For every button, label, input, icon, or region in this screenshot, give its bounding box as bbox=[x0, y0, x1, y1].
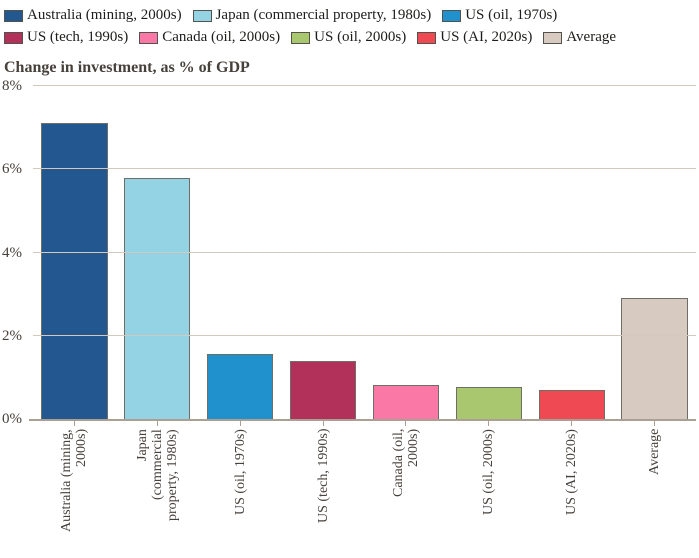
tick-slot bbox=[447, 420, 530, 426]
y-tick-label: 4% bbox=[2, 244, 22, 261]
legend-item-label: US (oil, 1970s) bbox=[465, 7, 558, 23]
legend-item-label: US (oil, 2000s) bbox=[314, 29, 407, 45]
x-axis-tick bbox=[73, 420, 75, 426]
x-tick-label: Average bbox=[647, 429, 663, 476]
x-axis-tick bbox=[405, 420, 407, 426]
x-axis-ticks bbox=[33, 420, 696, 426]
legend-item[interactable]: US (AI, 2020s) bbox=[417, 29, 532, 46]
y-tick-label: 0% bbox=[2, 411, 22, 427]
gridline bbox=[33, 251, 696, 253]
legend-swatch bbox=[417, 31, 437, 44]
tick-slot bbox=[199, 420, 282, 426]
bar[interactable] bbox=[455, 386, 522, 419]
bar-slot bbox=[199, 86, 282, 419]
legend-row: Australia (mining, 2000s) Japan (commerci… bbox=[4, 7, 695, 24]
x-axis-tick bbox=[239, 420, 241, 426]
tick-slot bbox=[530, 420, 613, 426]
legend-item[interactable]: US (oil, 2000s) bbox=[291, 29, 406, 46]
legend-item-label: Canada (oil, 2000s) bbox=[162, 29, 281, 45]
x-label-cell: Canada (oil, 2000s) bbox=[365, 429, 448, 555]
bars bbox=[33, 86, 696, 419]
bar-slot bbox=[116, 86, 199, 419]
legend-item-label: US (AI, 2020s) bbox=[440, 29, 533, 45]
x-tick-label: Australia (mining, 2000s) bbox=[59, 429, 90, 532]
x-label-cell: Average bbox=[613, 429, 696, 555]
bar-slot bbox=[365, 86, 448, 419]
legend-item[interactable]: Average bbox=[543, 29, 616, 46]
x-tick-label: US (AI, 2020s) bbox=[564, 429, 580, 515]
legend-item-label: Australia (mining, 2000s) bbox=[27, 7, 182, 23]
plot-area bbox=[29, 85, 696, 421]
bar-slot bbox=[613, 86, 696, 419]
x-tick-label: Japan (commercial property, 1980s) bbox=[134, 429, 180, 521]
legend-swatch bbox=[4, 9, 23, 22]
x-tick-label: US (oil, 2000s) bbox=[481, 429, 497, 515]
legend-swatch bbox=[192, 9, 212, 22]
legend-item-label: Japan (commercial property, 1980s) bbox=[215, 7, 432, 23]
legend-item[interactable]: Australia (mining, 2000s) bbox=[4, 7, 182, 24]
y-tick-label: 8% bbox=[2, 78, 22, 94]
tick-slot bbox=[33, 420, 116, 426]
legend-swatch bbox=[291, 31, 311, 44]
bar[interactable] bbox=[621, 298, 688, 419]
x-label-cell: US (tech, 1990s) bbox=[282, 429, 365, 555]
bar[interactable] bbox=[124, 177, 191, 419]
legend-item[interactable]: Canada (oil, 2000s) bbox=[139, 29, 280, 46]
bar[interactable] bbox=[372, 384, 440, 419]
bar[interactable] bbox=[41, 123, 108, 419]
x-tick-label: US (oil, 1970s) bbox=[232, 429, 248, 515]
chart-title: Change in investment, as % of GDP bbox=[4, 59, 250, 76]
x-label-cell: US (oil, 2000s) bbox=[447, 429, 530, 555]
bar[interactable] bbox=[289, 360, 357, 419]
x-axis-tick bbox=[156, 420, 158, 426]
x-axis-tick bbox=[571, 420, 573, 426]
legend-swatch bbox=[442, 9, 462, 22]
legend-item-label: Average bbox=[566, 29, 617, 45]
x-label-cell: US (oil, 1970s) bbox=[199, 429, 282, 555]
legend-swatch bbox=[543, 31, 563, 44]
x-axis-tick bbox=[654, 420, 656, 426]
legend-swatch bbox=[4, 31, 23, 44]
tick-slot bbox=[282, 420, 365, 426]
legend-item[interactable]: US (tech, 1990s) bbox=[4, 29, 128, 46]
bar[interactable] bbox=[207, 354, 274, 419]
x-label-cell: Japan (commercial property, 1980s) bbox=[116, 429, 199, 555]
x-label-cell: Australia (mining, 2000s) bbox=[33, 429, 116, 555]
chart: 0% 2% 4% 6% 8% Australia (mining, 2000s) Japa… bbox=[0, 78, 699, 558]
tick-slot bbox=[116, 420, 199, 426]
x-tick-label: Canada (oil, 2000s) bbox=[390, 429, 421, 498]
x-axis-line bbox=[29, 419, 696, 421]
tick-slot bbox=[613, 420, 696, 426]
legend-row: US (tech, 1990s) Canada (oil, 2000s) US (o… bbox=[4, 29, 695, 46]
y-tick-label: 6% bbox=[2, 161, 22, 178]
x-tick-label: US (tech, 1990s) bbox=[315, 429, 331, 524]
legend-swatch bbox=[139, 31, 159, 44]
legend-item[interactable]: Japan (commercial property, 1980s) bbox=[192, 7, 432, 24]
y-tick-label: 2% bbox=[2, 327, 22, 344]
gridline bbox=[33, 334, 696, 336]
bar-slot bbox=[282, 86, 365, 419]
x-axis-labels: Australia (mining, 2000s) Japan (commerci… bbox=[33, 429, 696, 555]
bar[interactable] bbox=[538, 389, 605, 419]
legend: Australia (mining, 2000s) Japan (commerci… bbox=[0, 0, 699, 46]
legend-item-label: US (tech, 1990s) bbox=[27, 29, 129, 45]
x-label-cell: US (AI, 2020s) bbox=[530, 429, 613, 555]
bar-slot bbox=[33, 86, 116, 419]
bar-slot bbox=[530, 86, 613, 419]
bar-slot bbox=[447, 86, 530, 419]
gridline bbox=[33, 85, 696, 86]
x-axis-tick bbox=[322, 420, 324, 426]
tick-slot bbox=[365, 420, 448, 426]
legend-item[interactable]: US (oil, 1970s) bbox=[442, 7, 557, 24]
x-axis-tick bbox=[488, 420, 490, 426]
gridline bbox=[33, 168, 696, 170]
